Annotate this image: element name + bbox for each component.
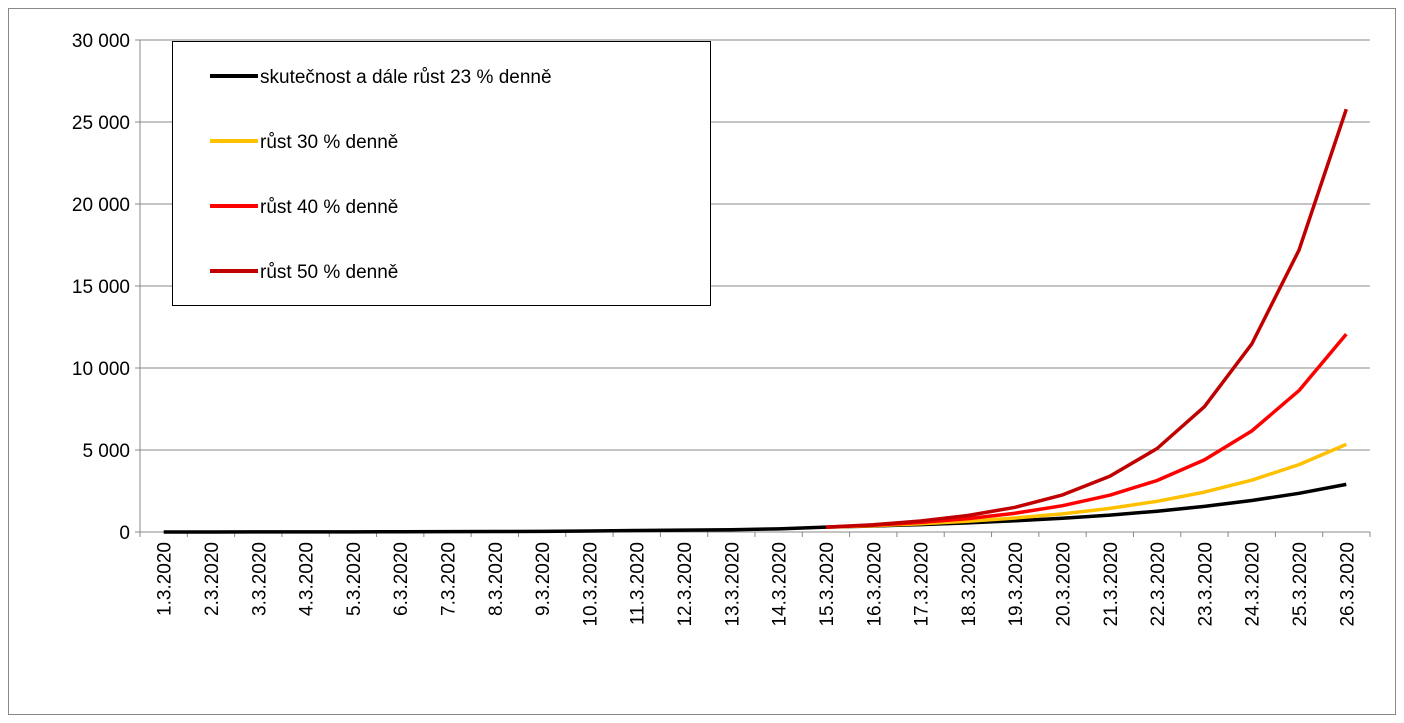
x-tick-label: 23.3.2020 [1195, 542, 1216, 627]
x-tick-label: 17.3.2020 [912, 542, 933, 627]
x-tick-label: 10.3.2020 [580, 542, 601, 627]
legend-label: skutečnost a dále růst 23 % denně [260, 67, 552, 88]
legend-label: růst 30 % denně [260, 132, 398, 153]
x-tick-label: 12.3.2020 [675, 542, 696, 627]
y-tick-label: 15 000 [72, 277, 130, 298]
x-tick-label: 15.3.2020 [817, 542, 838, 627]
x-tick-label: 21.3.2020 [1101, 542, 1122, 627]
x-tick-label: 25.3.2020 [1290, 542, 1311, 627]
y-tick-label: 25 000 [72, 113, 130, 134]
x-tick-label: 13.3.2020 [722, 542, 743, 627]
x-tick-label: 16.3.2020 [864, 542, 885, 627]
legend-box [172, 41, 711, 306]
x-tick-label: 2.3.2020 [202, 542, 223, 616]
y-tick-label: 20 000 [72, 195, 130, 216]
x-tick-label: 4.3.2020 [297, 542, 318, 616]
x-tick-label: 22.3.2020 [1148, 542, 1169, 627]
x-tick-label: 14.3.2020 [770, 542, 791, 627]
series-line [163, 482, 1347, 534]
y-tick-label: 10 000 [72, 359, 130, 380]
x-tick-label: 24.3.2020 [1243, 542, 1264, 627]
series-line [825, 108, 1348, 529]
x-tick-label: 6.3.2020 [391, 542, 412, 616]
x-tick-label: 8.3.2020 [486, 542, 507, 616]
legend-label: růst 50 % denně [260, 262, 398, 283]
y-tick-label: 0 [119, 523, 130, 544]
x-tick-label: 3.3.2020 [249, 542, 270, 616]
legend-label: růst 40 % denně [260, 197, 398, 218]
x-tick-label: 1.3.2020 [155, 542, 176, 616]
x-tick-label: 19.3.2020 [1006, 542, 1027, 627]
x-tick-label: 18.3.2020 [959, 542, 980, 627]
x-tick-label: 5.3.2020 [344, 542, 365, 616]
y-tick-label: 5 000 [82, 441, 130, 462]
x-tick-label: 11.3.2020 [628, 542, 649, 625]
x-tick-label: 20.3.2020 [1054, 542, 1075, 627]
x-tick-label: 7.3.2020 [439, 542, 460, 616]
x-tick-label: 9.3.2020 [533, 542, 554, 616]
y-tick-label: 30 000 [72, 31, 130, 52]
x-tick-label: 26.3.2020 [1337, 542, 1358, 627]
